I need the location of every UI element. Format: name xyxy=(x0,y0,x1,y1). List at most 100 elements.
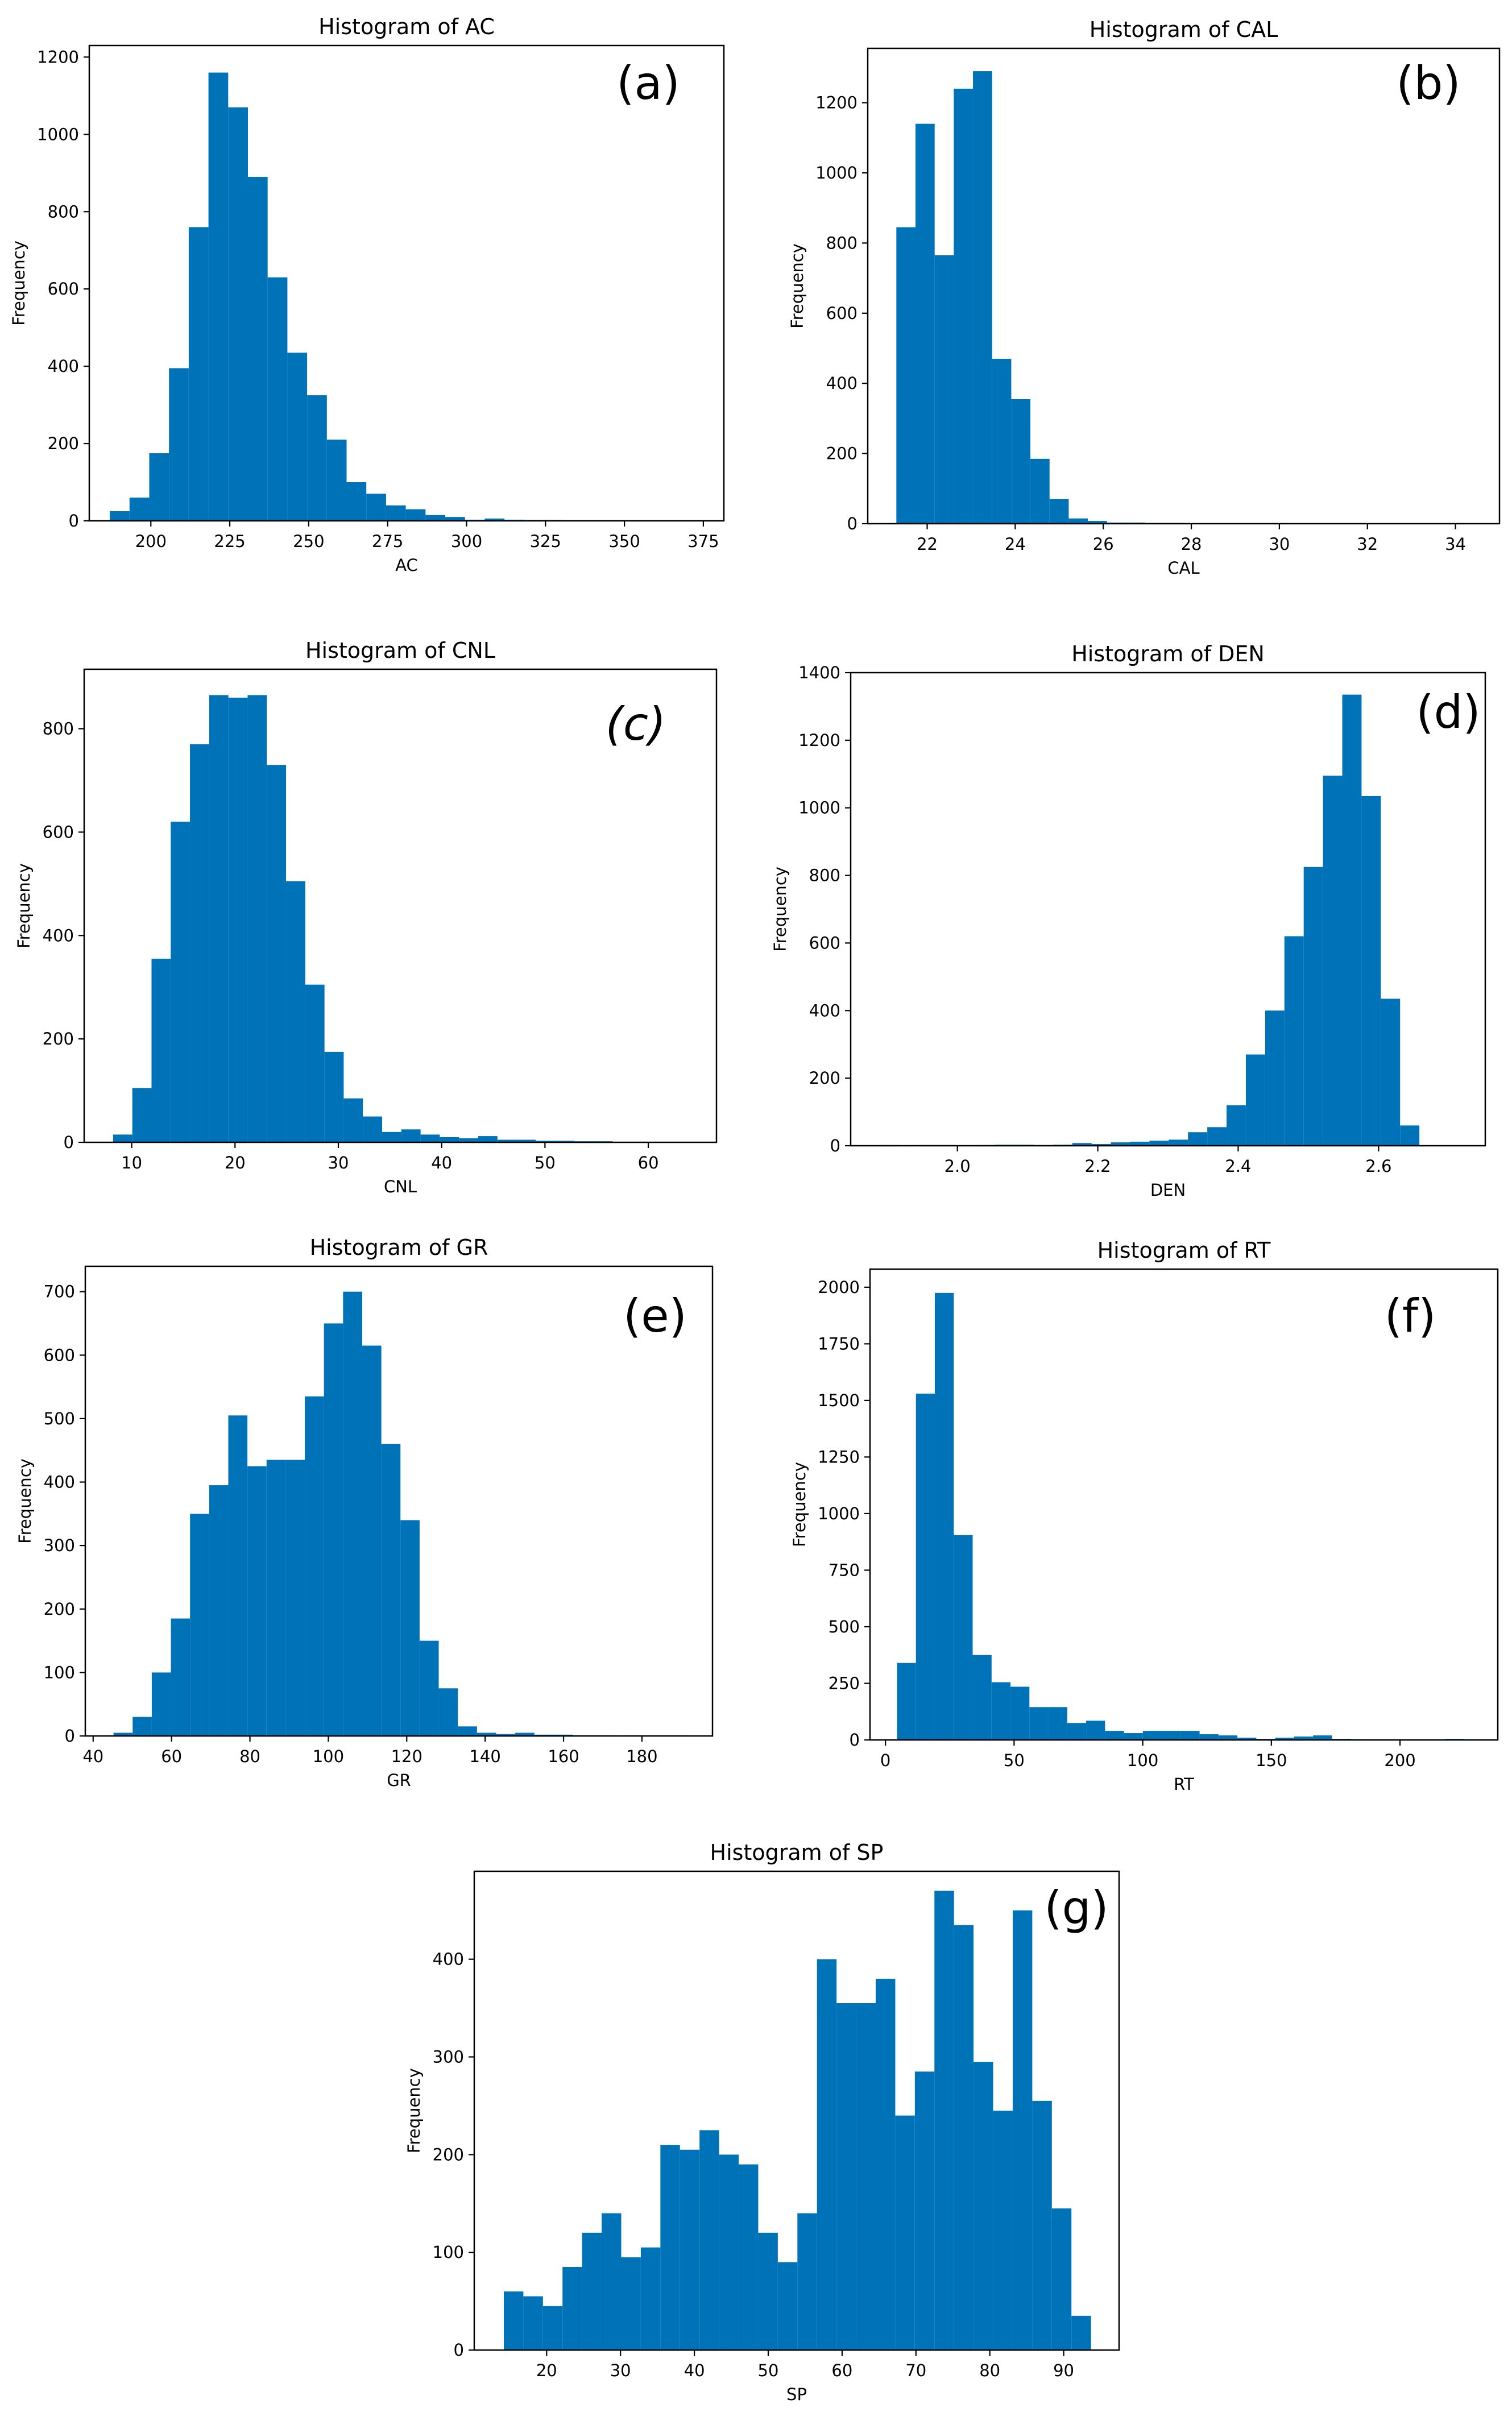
sp-bar xyxy=(523,2296,543,2350)
gr-y-tick-label: 600 xyxy=(44,1345,75,1365)
sp-bar xyxy=(758,2232,778,2350)
den-bar xyxy=(1265,1010,1285,1146)
sp-y-tick-label: 200 xyxy=(433,2145,464,2164)
cnl-x-tick-label: 20 xyxy=(225,1153,246,1172)
sp-x-tick-label: 70 xyxy=(905,2361,926,2380)
den-x-tick-label: 2.6 xyxy=(1365,1157,1391,1176)
sp-bar xyxy=(719,2154,739,2350)
sp-y-axis-label: Frequency xyxy=(404,2068,424,2153)
ac-bar xyxy=(405,509,426,521)
rt-chart-title: Histogram of RT xyxy=(1097,1238,1271,1263)
ac-y-tick-label: 1000 xyxy=(37,125,79,144)
gr-bar xyxy=(515,1733,535,1736)
cal-y-tick-label: 1000 xyxy=(815,163,858,183)
sp-panel-label: (g) xyxy=(1044,1882,1108,1934)
cnl-y-tick-label: 200 xyxy=(43,1029,74,1049)
den-y-tick-label: 200 xyxy=(809,1068,840,1088)
sp-x-tick-label: 90 xyxy=(1053,2361,1074,2380)
gr-x-tick-label: 120 xyxy=(391,1747,422,1766)
cal-bars xyxy=(896,71,1471,524)
cnl-axes-frame xyxy=(83,668,718,1143)
sp-bar xyxy=(602,2213,622,2350)
sp-bar xyxy=(503,2291,524,2350)
cnl-bar xyxy=(459,1138,479,1142)
sp-bar xyxy=(621,2257,641,2350)
den-y-tick-label: 1200 xyxy=(798,731,840,750)
cnl-x-tick-label: 50 xyxy=(535,1153,556,1172)
rt-bar xyxy=(1237,1738,1257,1740)
cnl-bar xyxy=(440,1137,459,1142)
gr-y-tick-label: 700 xyxy=(44,1282,75,1302)
den-y-tick-label: 1000 xyxy=(798,798,840,818)
cnl-bar xyxy=(132,1088,152,1142)
sp-bar xyxy=(660,2145,680,2350)
sp-x-tick-label: 40 xyxy=(684,2361,705,2380)
den-bar xyxy=(1111,1142,1130,1146)
sp-bar xyxy=(699,2130,719,2350)
cal-bar xyxy=(934,255,954,524)
gr-bar xyxy=(305,1396,324,1736)
den-y-tick-label: 400 xyxy=(809,1001,840,1020)
ac-y-tick-label: 800 xyxy=(48,202,79,221)
sp-bar xyxy=(1012,1910,1033,2350)
den-bar xyxy=(1303,867,1323,1146)
cnl-x-axis-label: CNL xyxy=(384,1177,417,1196)
sp-bar xyxy=(680,2149,700,2350)
cal-x-tick-label: 22 xyxy=(917,534,938,554)
cnl-bar xyxy=(536,1141,556,1142)
sp-x-tick-label: 30 xyxy=(610,2361,631,2380)
rt-y-tick-label: 250 xyxy=(829,1673,860,1693)
cnl-bar xyxy=(247,695,267,1142)
sp-bar xyxy=(582,2232,602,2350)
sp-bar xyxy=(934,1891,954,2350)
gr-y-axis-label: Frequency xyxy=(15,1458,35,1544)
cnl-bar xyxy=(151,959,171,1142)
sp-chart-title: Histogram of SP xyxy=(710,1840,884,1865)
cnl-chart-title: Histogram of CNL xyxy=(305,638,495,663)
den-bar xyxy=(1188,1132,1208,1146)
den-y-tick-label: 1400 xyxy=(798,663,840,682)
gr-panel-label: (e) xyxy=(623,1290,687,1342)
den-y-axis-label: Frequency xyxy=(771,867,790,952)
panel-den: 2.0 2.2 2.4 2.6 0 200 400 600 800 1000 1200 1400 His… xyxy=(771,641,1486,1200)
cal-axes-frame xyxy=(867,47,1501,525)
rt-bar xyxy=(897,1663,916,1740)
cal-panel-label: (b) xyxy=(1396,57,1460,110)
cnl-y-tick-label: 0 xyxy=(64,1133,74,1152)
rt-x-axis-label: RT xyxy=(1174,1775,1194,1794)
cal-x-tick-label: 34 xyxy=(1445,534,1466,554)
cal-chart-title: Histogram of CAL xyxy=(1090,17,1278,42)
rt-bar xyxy=(1124,1733,1143,1740)
ac-x-tick-label: 225 xyxy=(214,532,245,551)
gr-x-tick-label: 80 xyxy=(239,1747,260,1766)
panel-gr: 40 60 80 100 120 140 160 180 0 100 200 300 400 500 600… xyxy=(15,1235,714,1790)
rt-x-tick-label: 200 xyxy=(1384,1751,1415,1770)
sp-bar xyxy=(974,2062,993,2350)
gr-x-tick-label: 160 xyxy=(548,1747,579,1766)
sp-bar xyxy=(895,2115,915,2350)
cnl-bar xyxy=(113,1134,132,1142)
ac-bar xyxy=(386,505,406,521)
ac-x-tick-label: 300 xyxy=(451,532,482,551)
sp-y-tick-label: 0 xyxy=(454,2340,464,2360)
ac-bar xyxy=(484,518,505,521)
gr-chart-title: Histogram of GR xyxy=(310,1235,488,1260)
ac-bar xyxy=(366,494,386,521)
ac-y-tick-label: 200 xyxy=(48,434,79,453)
cnl-bars xyxy=(113,695,690,1142)
gr-y-tick-label: 100 xyxy=(44,1663,75,1682)
den-bar xyxy=(1169,1139,1188,1146)
sp-bar xyxy=(875,1979,896,2350)
sp-y-tick-label: 100 xyxy=(433,2243,464,2262)
gr-y-tick-label: 400 xyxy=(44,1473,75,1492)
rt-bar xyxy=(1029,1707,1049,1740)
ac-bar xyxy=(445,517,465,521)
rt-bar xyxy=(1275,1738,1294,1740)
gr-x-axis-label: GR xyxy=(387,1771,411,1790)
ac-bar xyxy=(326,440,347,521)
ac-bar xyxy=(425,515,446,521)
gr-bar xyxy=(343,1291,362,1736)
den-bar xyxy=(1381,998,1401,1146)
den-bar xyxy=(1323,776,1343,1146)
